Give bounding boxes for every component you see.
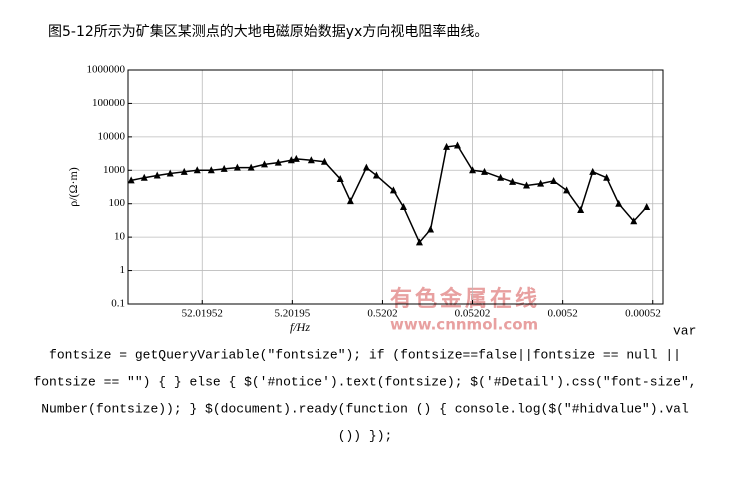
code-line: ()) }); <box>338 428 393 443</box>
data-point <box>563 186 571 194</box>
data-point <box>320 157 328 165</box>
data-point <box>443 142 451 150</box>
data-point <box>207 166 215 174</box>
data-point <box>292 154 300 162</box>
x-tick-label: 5.20195 <box>274 308 310 320</box>
code-line: fontsize = getQueryVariable("fontsize");… <box>49 347 681 362</box>
watermark: 有色金属在线 <box>390 286 540 312</box>
data-point <box>140 173 148 181</box>
x-tick-label: 0.5202 <box>367 308 397 320</box>
y-tick-label: 10000 <box>98 130 126 142</box>
data-point <box>497 173 505 181</box>
data-point <box>193 166 201 174</box>
data-point <box>233 163 241 171</box>
data-point <box>630 217 638 225</box>
x-tick-label: 0.05202 <box>455 308 491 320</box>
y-tick-label: 100 <box>109 197 126 209</box>
data-point <box>537 179 545 187</box>
data-point <box>550 176 558 184</box>
x-tick-label: 0.00052 <box>625 308 661 320</box>
data-point <box>577 205 585 213</box>
y-tick-label: 10 <box>114 231 126 243</box>
plot-frame <box>127 69 664 305</box>
y-tick-label: 0.1 <box>111 298 125 310</box>
data-point <box>427 225 435 233</box>
data-point <box>247 163 255 171</box>
x-tick-label: 0.0052 <box>548 308 578 320</box>
data-point <box>589 167 597 175</box>
data-point <box>389 186 397 194</box>
y-tick-label: 1 <box>120 264 126 276</box>
y-tick-label: 1000000 <box>87 64 126 76</box>
data-point <box>166 169 174 177</box>
data-point <box>372 171 380 179</box>
data-point <box>260 160 268 168</box>
y-tick-label: 1000 <box>103 164 126 176</box>
code-line: fontsize == "") { } else { $('#notice').… <box>33 374 696 389</box>
data-point <box>180 167 188 175</box>
data-point <box>509 177 517 185</box>
y-tick-label: 100000 <box>92 97 126 109</box>
data-point <box>127 176 135 184</box>
x-tick-label: 52.01952 <box>182 308 223 320</box>
data-point <box>643 202 651 210</box>
data-point <box>362 163 370 171</box>
data-point <box>153 171 161 179</box>
caption: 图5-12所示为矿集区某测点的大地电磁原始数据yx方向视电阻率曲线。 <box>48 23 488 40</box>
data-point <box>603 173 611 181</box>
x-axis-label: f/Hz <box>290 320 310 334</box>
data-point <box>220 164 228 172</box>
code-line: Number(fontsize)); } $(document).ready(f… <box>41 401 689 416</box>
data-point <box>415 238 423 246</box>
data-point <box>469 166 477 174</box>
data-point <box>399 202 407 210</box>
data-point <box>522 181 530 189</box>
data-point <box>274 158 282 166</box>
data-point <box>453 141 461 149</box>
code-line: var <box>673 323 696 338</box>
data-point <box>336 174 344 182</box>
data-point <box>346 197 354 205</box>
data-line <box>131 144 648 244</box>
data-point <box>615 199 623 207</box>
y-axis-label: ρ/(Ω·m) <box>66 167 80 207</box>
data-point <box>307 156 315 164</box>
data-point <box>481 167 489 175</box>
watermark: www.cnnmol.com <box>390 316 538 334</box>
